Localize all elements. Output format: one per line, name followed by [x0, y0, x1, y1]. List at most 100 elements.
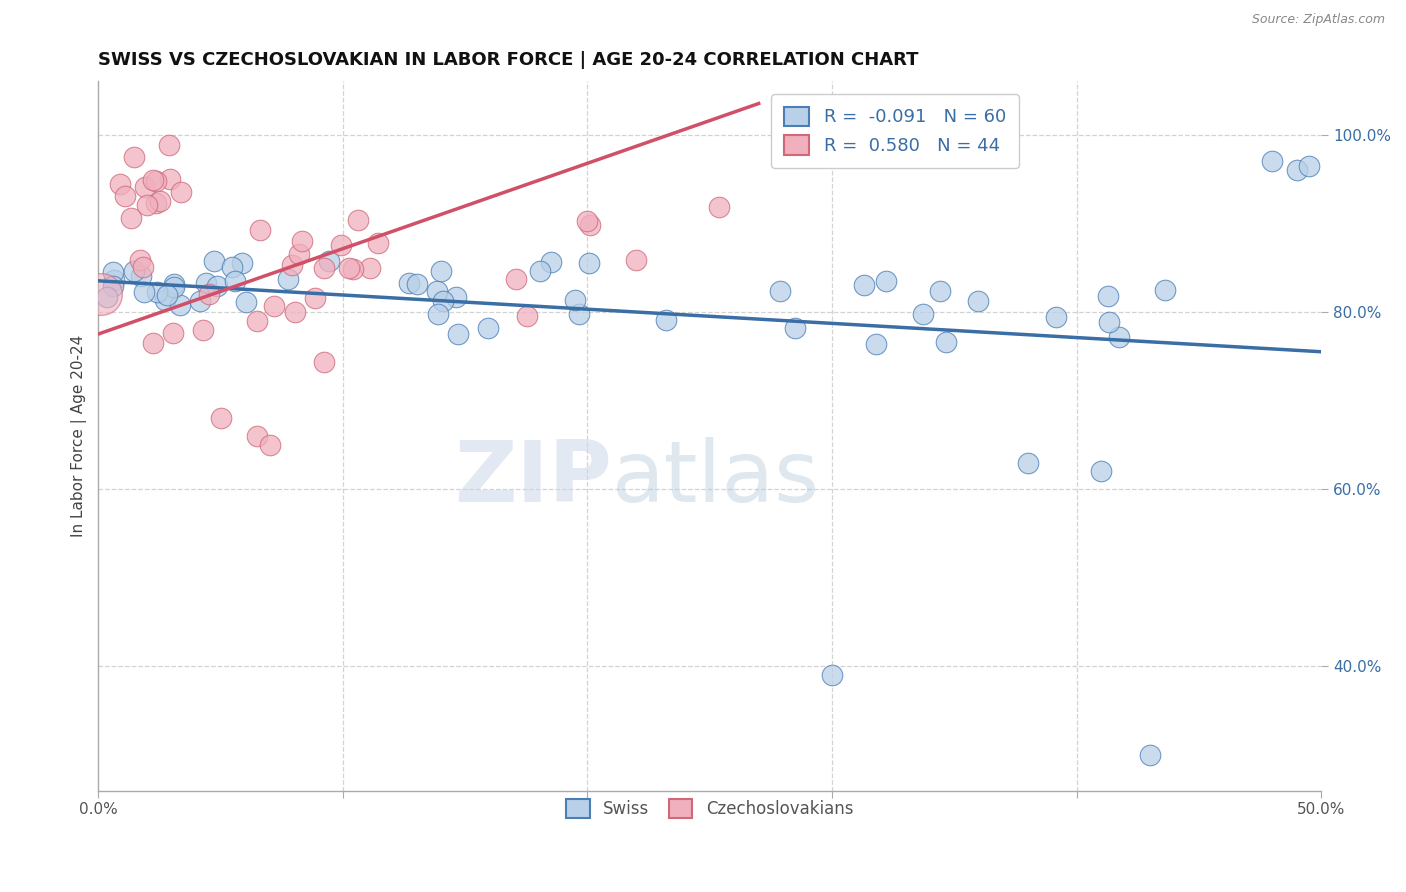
Point	[170, 186, 193, 200]
Point	[103, 265, 125, 279]
Point	[246, 429, 269, 443]
Legend: Swiss, Czechoslovakians: Swiss, Czechoslovakians	[560, 793, 860, 825]
Point	[432, 293, 454, 308]
Point	[169, 298, 191, 312]
Point	[96, 290, 118, 304]
Point	[1285, 163, 1308, 178]
Point	[209, 411, 232, 425]
Point	[202, 254, 225, 268]
Point	[108, 178, 131, 192]
Point	[281, 258, 304, 272]
Point	[235, 294, 257, 309]
Point	[367, 235, 389, 250]
Point	[564, 293, 586, 307]
Point	[188, 293, 211, 308]
Point	[624, 253, 647, 268]
Point	[575, 214, 598, 228]
Point	[1298, 159, 1320, 173]
Point	[142, 335, 165, 350]
Point	[398, 276, 420, 290]
Point	[145, 196, 167, 211]
Point	[1045, 310, 1067, 324]
Point	[129, 252, 152, 267]
Point	[312, 261, 335, 276]
Point	[865, 337, 887, 351]
Point	[783, 320, 806, 334]
Point	[911, 307, 934, 321]
Point	[1017, 456, 1039, 470]
Point	[159, 172, 181, 186]
Point	[342, 261, 364, 276]
Point	[132, 260, 155, 275]
Point	[191, 323, 214, 337]
Text: Source: ZipAtlas.com: Source: ZipAtlas.com	[1251, 13, 1385, 27]
Point	[578, 219, 600, 233]
Point	[1261, 154, 1284, 169]
Point	[1098, 315, 1121, 329]
Point	[145, 174, 167, 188]
Point	[277, 272, 299, 286]
Point	[769, 284, 792, 298]
Point	[157, 137, 180, 152]
Point	[136, 198, 159, 212]
Point	[207, 278, 229, 293]
Point	[967, 293, 990, 308]
Point	[707, 200, 730, 214]
Point	[231, 256, 253, 270]
Point	[312, 355, 335, 369]
Point	[103, 273, 125, 287]
Point	[114, 189, 136, 203]
Point	[304, 291, 326, 305]
Point	[447, 327, 470, 342]
Point	[149, 194, 172, 209]
Point	[853, 278, 876, 293]
Text: SWISS VS CZECHOSLOVAKIAN IN LABOR FORCE | AGE 20-24 CORRELATION CHART: SWISS VS CZECHOSLOVAKIAN IN LABOR FORCE …	[98, 51, 920, 69]
Point	[935, 335, 957, 350]
Y-axis label: In Labor Force | Age 20-24: In Labor Force | Age 20-24	[72, 334, 87, 537]
Point	[284, 304, 307, 318]
Point	[318, 254, 340, 268]
Point	[197, 287, 219, 301]
Point	[655, 312, 678, 326]
Point	[540, 255, 562, 269]
Point	[288, 246, 311, 260]
Point	[291, 234, 314, 248]
Point	[134, 285, 156, 300]
Point	[430, 264, 453, 278]
Point	[263, 299, 285, 313]
Point	[155, 293, 177, 307]
Point	[142, 173, 165, 187]
Point	[163, 277, 186, 291]
Point	[156, 288, 179, 302]
Point	[875, 274, 897, 288]
Point	[578, 256, 600, 270]
Point	[426, 284, 449, 298]
Point	[330, 238, 353, 252]
Point	[821, 668, 844, 682]
Text: atlas: atlas	[612, 437, 820, 520]
Point	[224, 274, 246, 288]
Point	[146, 285, 169, 299]
Point	[568, 307, 591, 321]
Point	[194, 276, 217, 290]
Point	[122, 264, 145, 278]
Point	[162, 326, 184, 340]
Point	[477, 321, 499, 335]
Point	[505, 272, 527, 286]
Point	[124, 150, 146, 164]
Text: ZIP: ZIP	[454, 437, 612, 520]
Point	[101, 279, 124, 293]
Point	[347, 213, 370, 227]
Point	[426, 307, 449, 321]
Point	[444, 290, 467, 304]
Point	[249, 223, 271, 237]
Point	[359, 260, 381, 275]
Point	[1097, 289, 1119, 303]
Point	[529, 264, 551, 278]
Point	[221, 260, 243, 275]
Point	[1090, 465, 1112, 479]
Point	[929, 284, 952, 298]
Point	[90, 287, 112, 301]
Point	[134, 180, 156, 194]
Point	[246, 313, 269, 327]
